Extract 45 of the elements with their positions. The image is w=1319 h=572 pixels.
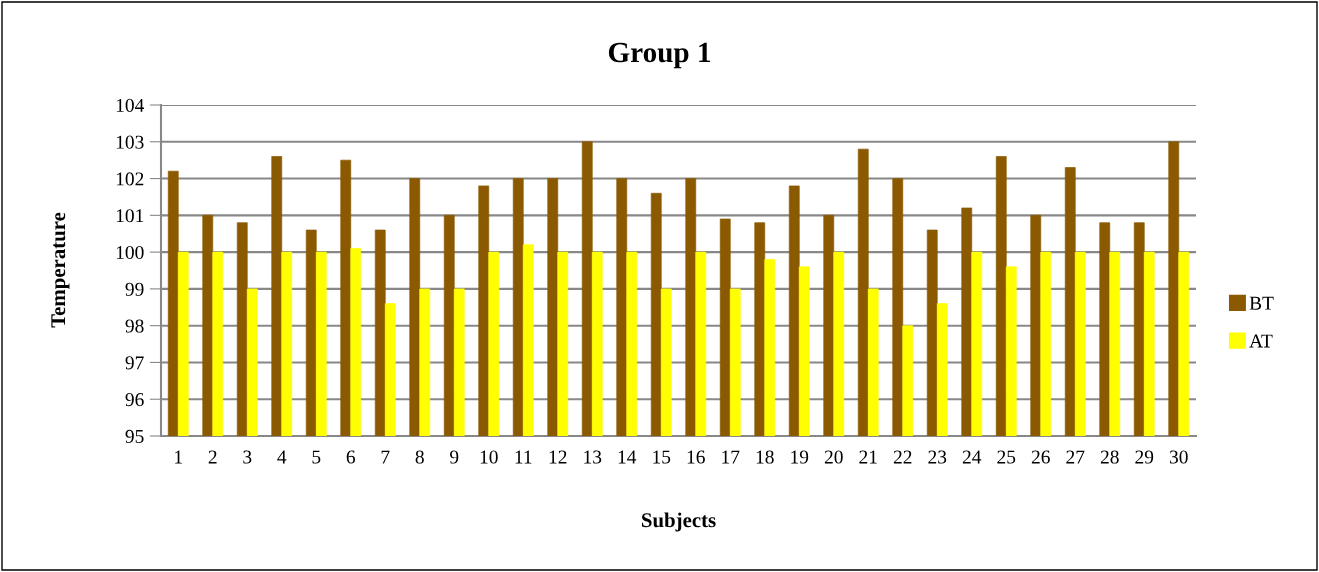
x-tick-label: 16 <box>687 450 705 464</box>
x-tick-label: 24 <box>962 450 982 464</box>
x-tick-label: 4 <box>277 450 287 464</box>
x-tick-label: 28 <box>1100 450 1119 464</box>
y-tick-label: 103 <box>116 135 144 149</box>
x-tick-label: 5 <box>312 450 321 464</box>
y-tick-label: 97 <box>125 356 144 370</box>
x-axis-title: Subjects <box>641 512 716 532</box>
x-tick-label: 22 <box>893 450 912 464</box>
y-tick-label: 101 <box>116 209 144 223</box>
x-tick-label: 15 <box>653 450 671 464</box>
x-tick-label: 9 <box>450 450 459 464</box>
x-tick-label: 7 <box>381 450 390 464</box>
y-axis-title: Temperature <box>51 212 70 328</box>
chart-title: Group 1 <box>608 42 710 69</box>
x-tick-label: 2 <box>208 450 217 464</box>
y-tick-label: 99 <box>125 282 144 296</box>
y-tick-label: 95 <box>125 429 144 443</box>
x-tick-label: 18 <box>756 450 774 464</box>
y-tick-label: 102 <box>116 172 144 186</box>
x-tick-label: 30 <box>1169 450 1188 464</box>
x-tick-label: 23 <box>928 450 947 464</box>
x-tick-label: 17 <box>722 450 740 464</box>
x-tick-label: 3 <box>243 450 252 464</box>
x-tick-label: 12 <box>549 450 567 464</box>
legend-label: BT <box>1249 296 1274 310</box>
x-tick-label: 19 <box>791 450 809 464</box>
x-tick-label: 21 <box>859 450 877 464</box>
x-tick-label: 14 <box>618 450 637 464</box>
x-tick-label: 10 <box>480 450 498 464</box>
x-tick-label: 8 <box>415 450 424 464</box>
y-tick-label: 100 <box>116 245 144 260</box>
x-tick-label: 29 <box>1135 450 1154 464</box>
x-tick-label: 25 <box>997 450 1016 464</box>
y-tick-label: 96 <box>125 393 144 407</box>
x-tick-label: 6 <box>346 450 356 464</box>
y-tick-label: 98 <box>125 319 144 333</box>
x-tick-label: 20 <box>824 450 843 464</box>
x-tick-label: 13 <box>584 450 602 464</box>
x-tick-label: 26 <box>1031 450 1050 464</box>
y-tick-label: 104 <box>116 98 145 112</box>
x-tick-label: 27 <box>1066 450 1085 464</box>
x-tick-label: 11 <box>515 450 532 464</box>
legend-label: AT <box>1249 334 1273 348</box>
x-tick-label: 1 <box>175 450 182 464</box>
